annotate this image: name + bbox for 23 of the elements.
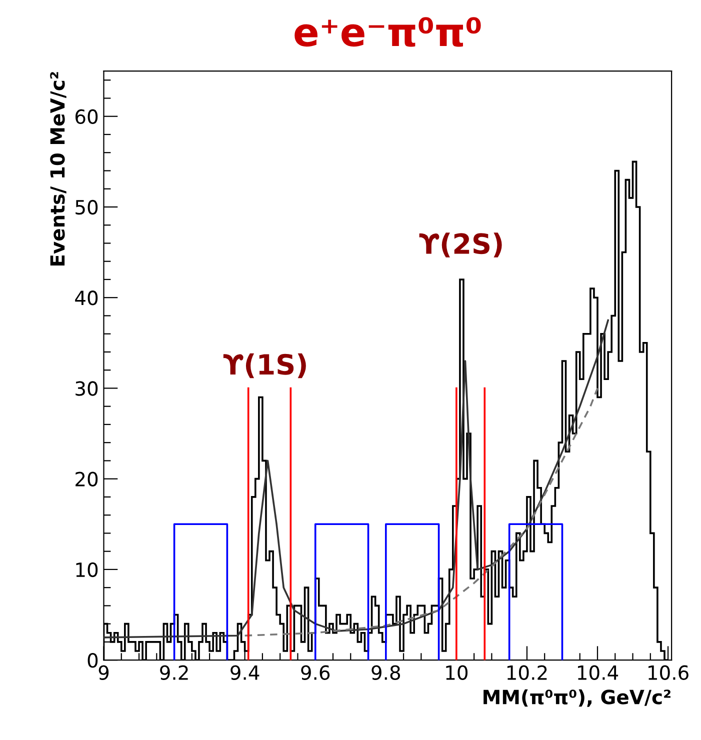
x-tick-label: 9.4 xyxy=(230,665,260,680)
y-tick-label: 20 xyxy=(76,472,98,486)
x-tick-label: 10.4 xyxy=(578,665,618,680)
x-tick-label: 9.8 xyxy=(372,665,400,680)
x-tick-label: 9.2 xyxy=(160,665,188,680)
y-tick-label: 60 xyxy=(76,109,98,124)
x-tick-label: 9.6 xyxy=(301,665,330,680)
y-tick-label: 50 xyxy=(76,200,98,215)
y-tick-label: 10 xyxy=(76,562,98,578)
x-tick-label: 10 xyxy=(446,665,468,680)
chart-title: e⁺e⁻π⁰π⁰ xyxy=(294,17,481,47)
y-tick-label: 0 xyxy=(88,653,98,668)
annotation: ϒ(1S) xyxy=(223,353,306,378)
y-axis-title: Events/ 10 MeV/c² xyxy=(50,72,66,266)
line-series xyxy=(104,319,609,638)
x-tick-label: 10.6 xyxy=(648,665,688,680)
line-series xyxy=(244,387,598,637)
x-tick-label: 10.2 xyxy=(507,665,547,680)
annotation: ϒ(2S) xyxy=(419,232,502,258)
y-tick-label: 30 xyxy=(76,381,98,396)
y-tick-label: 40 xyxy=(75,290,98,306)
x-tick-label: 9 xyxy=(98,665,109,680)
x-axis-title: MM(π⁰π⁰), GeV/c² xyxy=(484,689,670,707)
